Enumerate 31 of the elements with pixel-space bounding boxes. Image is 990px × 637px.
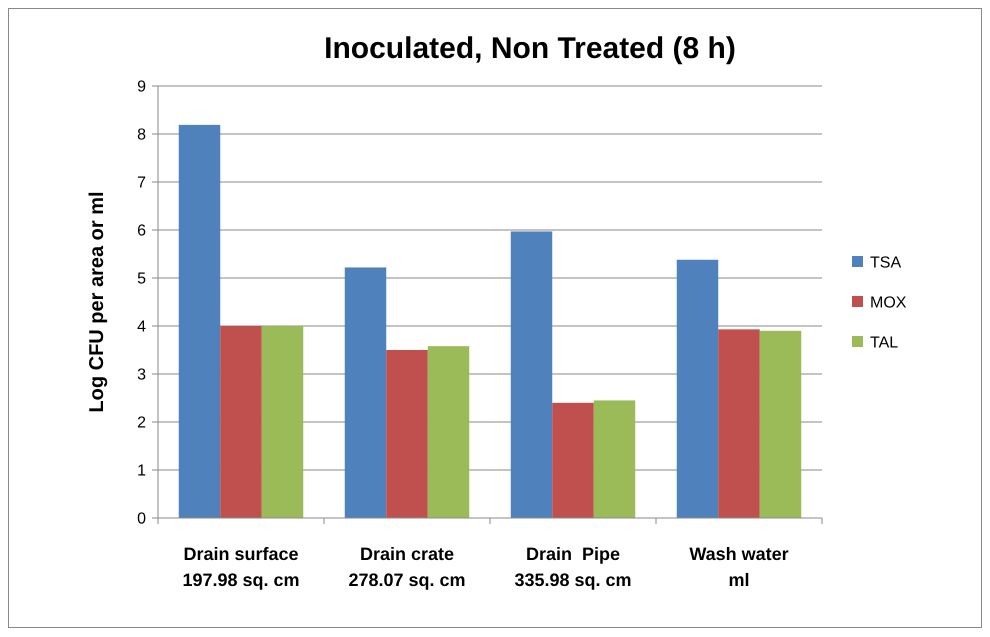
bar xyxy=(760,330,802,518)
bar xyxy=(344,267,386,518)
x-tick-label: Drain surface 197.98 sq. cm xyxy=(182,544,300,590)
chart-title: Inoculated, Non Treated (8 h) xyxy=(324,32,736,65)
y-tick-label: 9 xyxy=(137,78,146,96)
bar xyxy=(220,326,262,518)
y-tick-label: 8 xyxy=(137,126,146,144)
y-axis-title: Log CFU per area or ml xyxy=(86,191,108,413)
y-tick-label: 5 xyxy=(137,270,146,288)
bar xyxy=(386,350,428,518)
y-tick-label: 4 xyxy=(137,318,146,336)
legend-label: TAL xyxy=(870,334,898,352)
bar xyxy=(262,326,304,518)
y-tick-label: 6 xyxy=(137,222,146,240)
y-tick-label: 2 xyxy=(137,414,146,432)
y-tick-label: 1 xyxy=(137,462,146,480)
bar xyxy=(718,329,760,518)
legend-label: MOX xyxy=(870,294,907,312)
bar xyxy=(510,231,552,518)
bar xyxy=(676,260,718,518)
bar xyxy=(428,346,470,518)
x-tick-label: Drain crate 278.07 sq. cm xyxy=(348,544,466,590)
y-tick-label: 7 xyxy=(137,174,146,192)
bar xyxy=(178,124,220,518)
y-tick-label: 0 xyxy=(137,510,146,528)
x-tick-label: Wash water ml xyxy=(689,544,789,590)
y-tick-label: 3 xyxy=(137,366,146,384)
legend-label: TSA xyxy=(870,254,902,272)
bar xyxy=(552,402,594,518)
bar xyxy=(594,400,636,518)
x-tick-label: Drain Pipe 335.98 sq. cm xyxy=(514,544,632,590)
